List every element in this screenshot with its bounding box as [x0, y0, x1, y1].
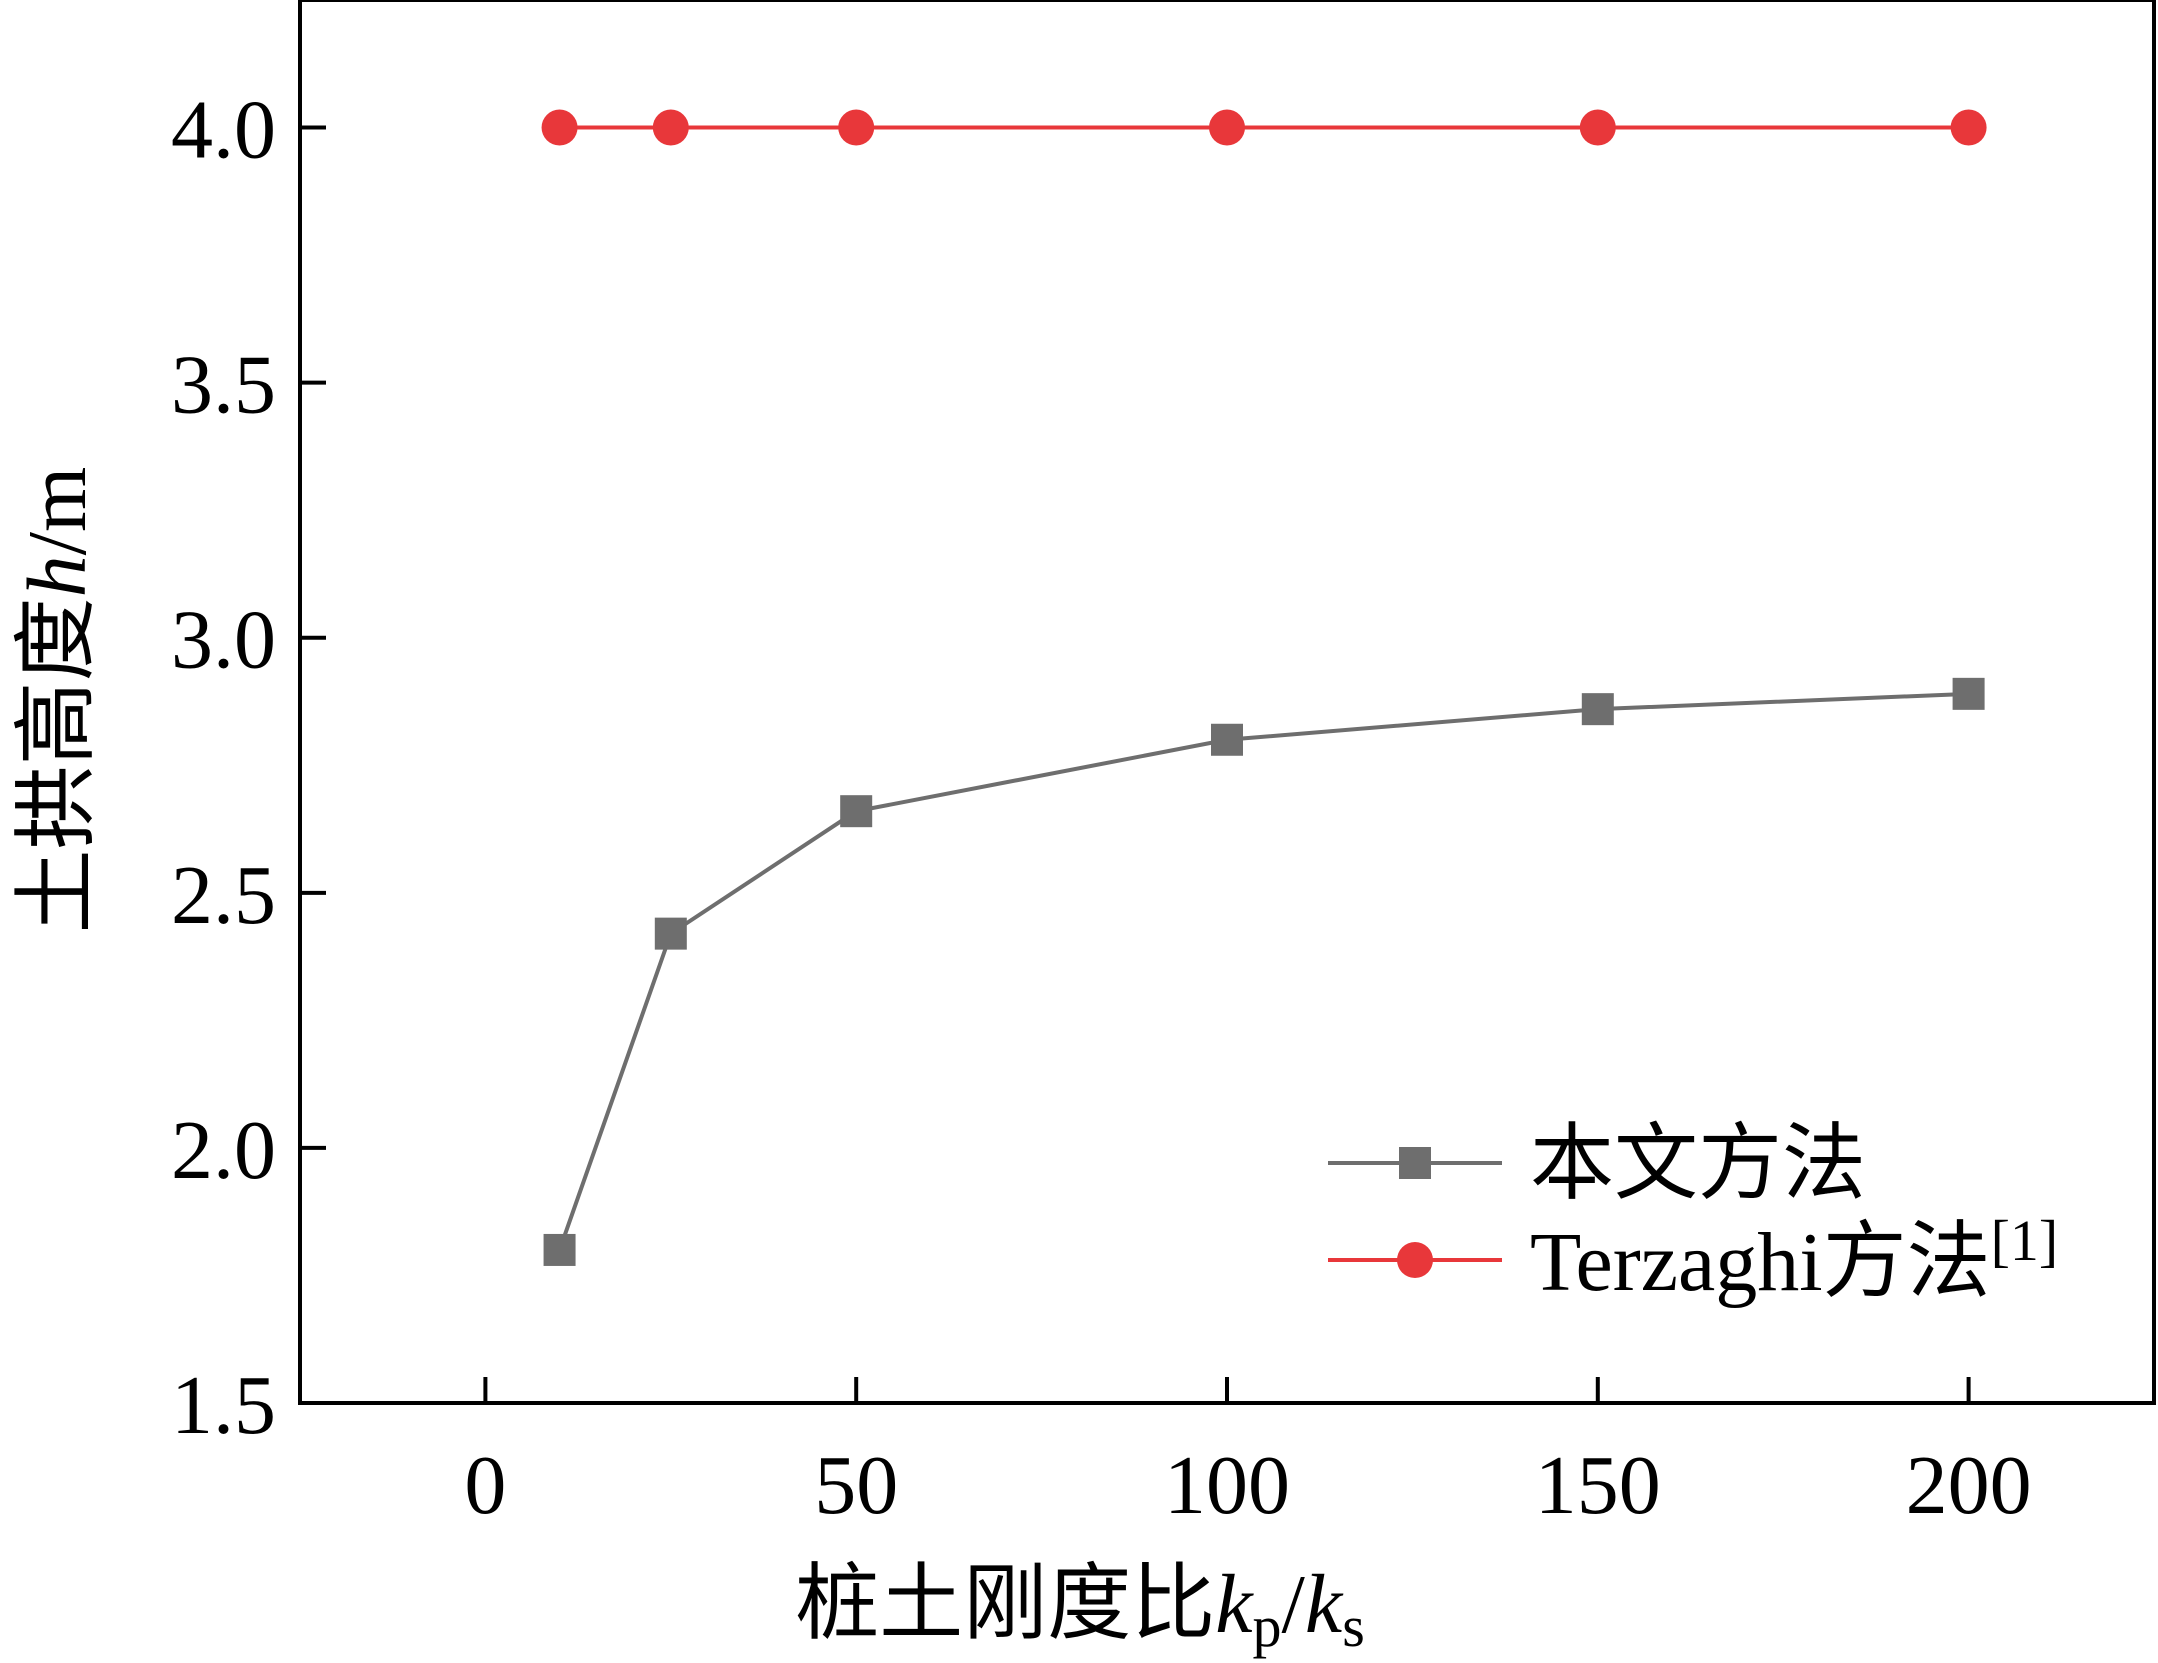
- series-2-point-2: [838, 109, 875, 146]
- axis-tick-labels: 0 50 100 150 200 1.5 2.0 2.5 3.0 3.5 4.0: [171, 84, 2032, 1532]
- series-2-point-4: [1579, 109, 1616, 146]
- series-2-point-1: [652, 109, 689, 146]
- series-1-point-4: [1581, 693, 1614, 726]
- x-tick-label-4: 200: [1906, 1439, 2032, 1532]
- series-1-point-2: [840, 795, 873, 828]
- series-1-point-5: [1952, 677, 1985, 710]
- x-tick-label-2: 100: [1164, 1439, 1290, 1532]
- legend-item-series-1: 本文方法: [1328, 1114, 1866, 1212]
- y-tick-label-1: 2.0: [171, 1104, 276, 1197]
- series-2-point-3: [1209, 109, 1245, 146]
- y-tick-label-5: 4.0: [171, 84, 276, 177]
- series-1-point-1: [654, 917, 687, 950]
- y-tick-label-3: 3.0: [171, 594, 276, 687]
- series-1-point-0: [543, 1233, 576, 1266]
- legend-label-series-1: 本文方法: [1530, 1114, 1866, 1212]
- y-tick-label-2: 2.5: [171, 849, 276, 942]
- series-1-point-3: [1211, 723, 1243, 756]
- x-axis-label-var2: k: [1305, 1558, 1344, 1651]
- legend-marker-series-1: [1399, 1147, 1431, 1179]
- y-axis-label: 土拱高度h/m: [7, 467, 105, 934]
- x-tick-label-0: 0: [464, 1439, 506, 1532]
- x-axis-label-sub2: s: [1342, 1594, 1365, 1659]
- legend: 本文方法 Terzaghi方法[1]: [1328, 1114, 2058, 1309]
- y-tick-label-4: 3.5: [171, 339, 276, 432]
- series-2-point-5: [1950, 109, 1987, 146]
- x-axis-label-sep: /: [1282, 1558, 1306, 1651]
- legend-item-series-2: Terzaghi方法[1]: [1328, 1208, 2058, 1309]
- y-axis-label-unit: /m: [11, 467, 104, 556]
- x-axis-label-sub1: p: [1253, 1594, 1282, 1659]
- axis-ticks: [300, 125, 1971, 1405]
- x-axis-label-var1: k: [1215, 1558, 1254, 1651]
- y-axis-label-prefix: 土拱高度: [7, 597, 105, 933]
- x-axis-label: 桩土刚度比kp/ks: [795, 1554, 1365, 1659]
- x-tick-label-1: 50: [814, 1439, 898, 1532]
- y-tick-label-0: 1.5: [171, 1359, 276, 1452]
- y-axis-label-var: h: [11, 555, 104, 597]
- legend-label-series-2: Terzaghi方法[1]: [1530, 1208, 2058, 1309]
- series-layer: [541, 109, 1987, 1266]
- x-tick-label-3: 150: [1535, 1439, 1661, 1532]
- series-line-1: [557, 691, 1969, 1251]
- x-axis-label-prefix: 桩土刚度比: [795, 1554, 1215, 1652]
- legend-label-series-2-sup: [1]: [1991, 1208, 2059, 1273]
- legend-label-series-2-name: Terzaghi方法: [1530, 1216, 1991, 1309]
- series-2-point-0: [541, 109, 578, 146]
- legend-marker-series-2: [1397, 1242, 1433, 1278]
